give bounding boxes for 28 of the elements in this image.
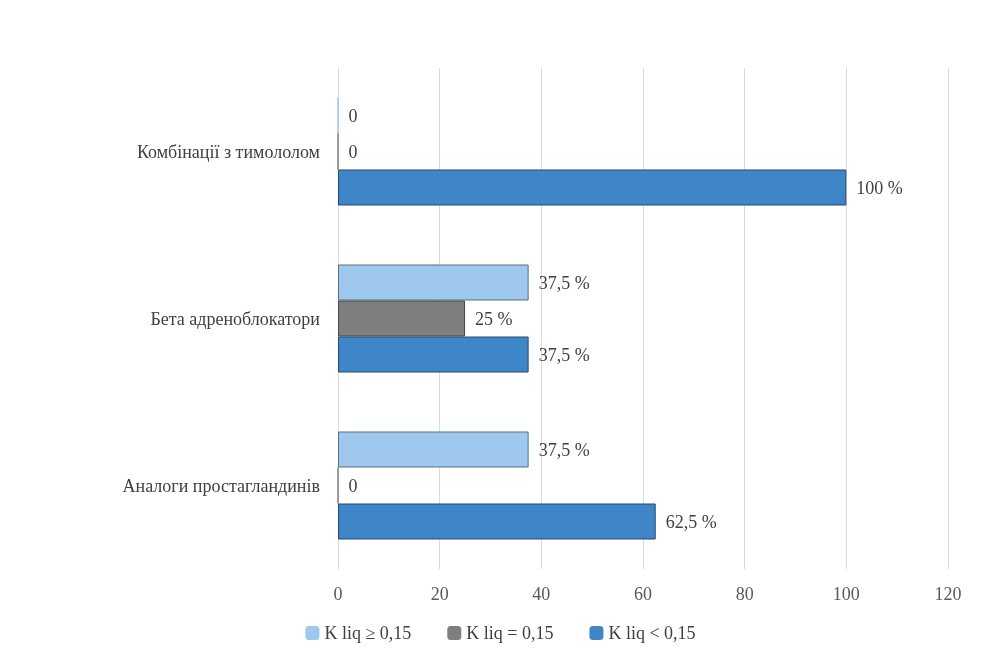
data-label: 37,5 % — [538, 439, 590, 460]
data-label: 37,5 % — [538, 272, 590, 293]
x-tick-label: 40 — [532, 584, 551, 604]
bar — [338, 264, 529, 301]
data-label: 0 — [348, 141, 358, 162]
y-tick-label: Бета адреноблокатори — [150, 308, 321, 329]
x-tick-label: 120 — [934, 584, 962, 604]
bar — [338, 300, 466, 337]
x-tick-label: 100 — [832, 584, 860, 604]
bar — [338, 431, 529, 468]
data-label: 0 — [348, 475, 358, 496]
legend-label: K liq ≥ 0,15 — [324, 623, 412, 643]
bar — [338, 336, 529, 373]
bar — [338, 503, 656, 540]
x-tick-label: 0 — [333, 584, 343, 604]
data-label: 37,5 % — [538, 344, 590, 365]
data-label: 25 % — [475, 308, 513, 329]
data-label: 62,5 % — [665, 511, 717, 532]
y-tick-label: Комбінації з тимололом — [136, 141, 320, 162]
legend-label: K liq = 0,15 — [466, 623, 554, 643]
x-tick-label: 20 — [430, 584, 449, 604]
x-tick-label: 60 — [634, 584, 652, 604]
y-tick-label: Аналоги простагландинів — [122, 475, 320, 496]
data-label: 100 % — [856, 177, 903, 198]
legend-label: K liq < 0,15 — [608, 623, 696, 643]
bar — [338, 169, 847, 206]
x-tick-label: 80 — [735, 584, 754, 604]
data-label: 0 — [348, 105, 358, 126]
